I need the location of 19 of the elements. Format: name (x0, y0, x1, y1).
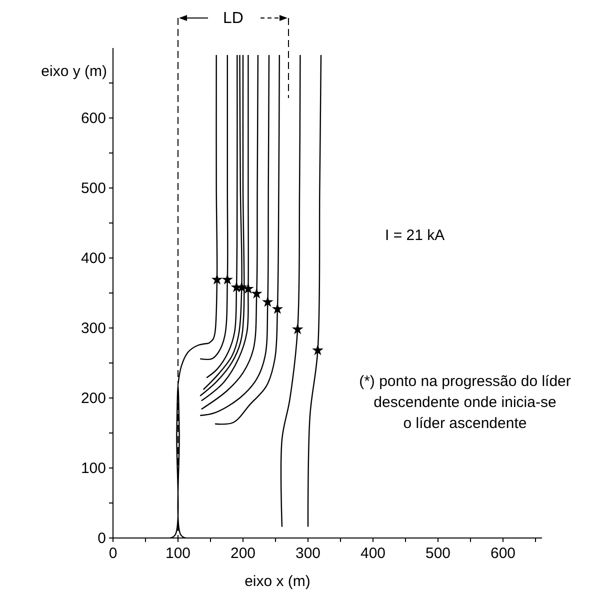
y-tick-label: 200 (80, 390, 106, 407)
x-tick-label: 100 (165, 545, 191, 562)
y-tick-label: 300 (80, 320, 106, 337)
y-tick-label: 400 (80, 250, 106, 267)
x-tick-label: 0 (108, 545, 118, 562)
y-tick-label: 100 (80, 460, 106, 477)
y-tick-label: 500 (80, 180, 106, 197)
x-tick-label: 600 (490, 545, 516, 562)
x-tick-label: 400 (360, 545, 386, 562)
x-axis-title: eixo x (m) (244, 573, 310, 590)
text: LD (223, 10, 244, 27)
x-tick-label: 500 (425, 545, 451, 562)
annotation: I = 21 kA (385, 227, 445, 244)
y-axis-title: eixo y (m) (41, 63, 107, 80)
annotation: (*) ponto na progressão do líder descendente onde inicia-se o líder ascendente (359, 373, 571, 432)
x-tick-label: 200 (230, 545, 256, 562)
y-tick-label: 0 (98, 530, 106, 547)
y-tick-label: 600 (80, 110, 106, 127)
x-tick-label: 300 (295, 545, 321, 562)
